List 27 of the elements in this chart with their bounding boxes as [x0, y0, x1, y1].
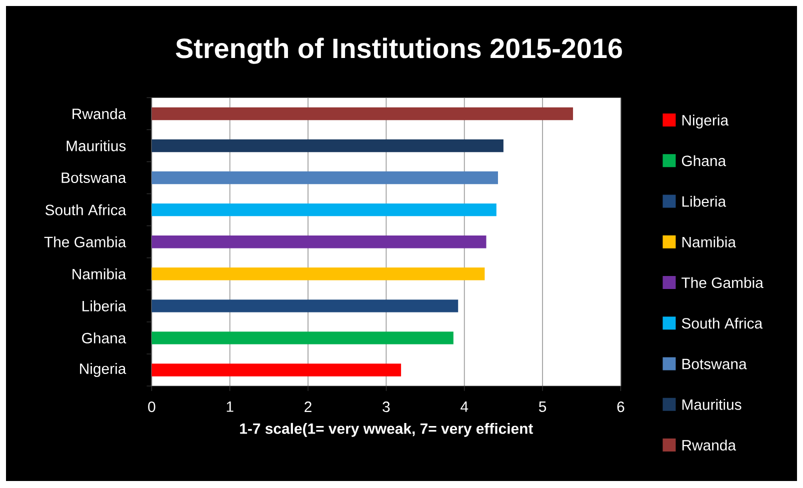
y-tick-label: Mauritius: [66, 140, 126, 152]
y-tick-label: South Africa: [45, 204, 126, 216]
y-tick-label: Liberia: [82, 300, 126, 312]
x-tick-label: 5: [538, 402, 546, 412]
chart-title: Strength of Institutions 2015-2016: [176, 38, 622, 64]
x-axis-title: 1-7 scale(1= very wweak, 7= very efficient: [240, 422, 534, 437]
legend-label: Namibia: [682, 236, 736, 248]
x-tick-label: 4: [460, 402, 468, 412]
legend-label: The Gambia: [682, 277, 764, 288]
legend-label: Botswana: [682, 358, 747, 370]
x-tick-label: 2: [304, 402, 312, 412]
legend-label: Nigeria: [682, 114, 729, 128]
y-tick-label: Ghana: [82, 332, 126, 344]
legend-label: Mauritius: [682, 398, 742, 410]
x-tick-label: 3: [382, 402, 390, 412]
x-tick-label: 0: [148, 402, 156, 412]
y-tick-label: Nigeria: [80, 363, 126, 377]
y-tick-label: Rwanda: [72, 108, 126, 120]
y-tick-label: The Gambia: [44, 236, 126, 248]
y-tick-label: Botswana: [62, 172, 126, 183]
legend-label: South Africa: [682, 318, 763, 329]
legend-label: Rwanda: [682, 440, 736, 451]
y-tick-label: Namibia: [72, 268, 126, 280]
x-tick-label: 1: [226, 402, 234, 412]
x-tick-label: 6: [617, 402, 624, 412]
legend-label: Ghana: [682, 155, 726, 166]
legend-label: Liberia: [682, 196, 726, 207]
